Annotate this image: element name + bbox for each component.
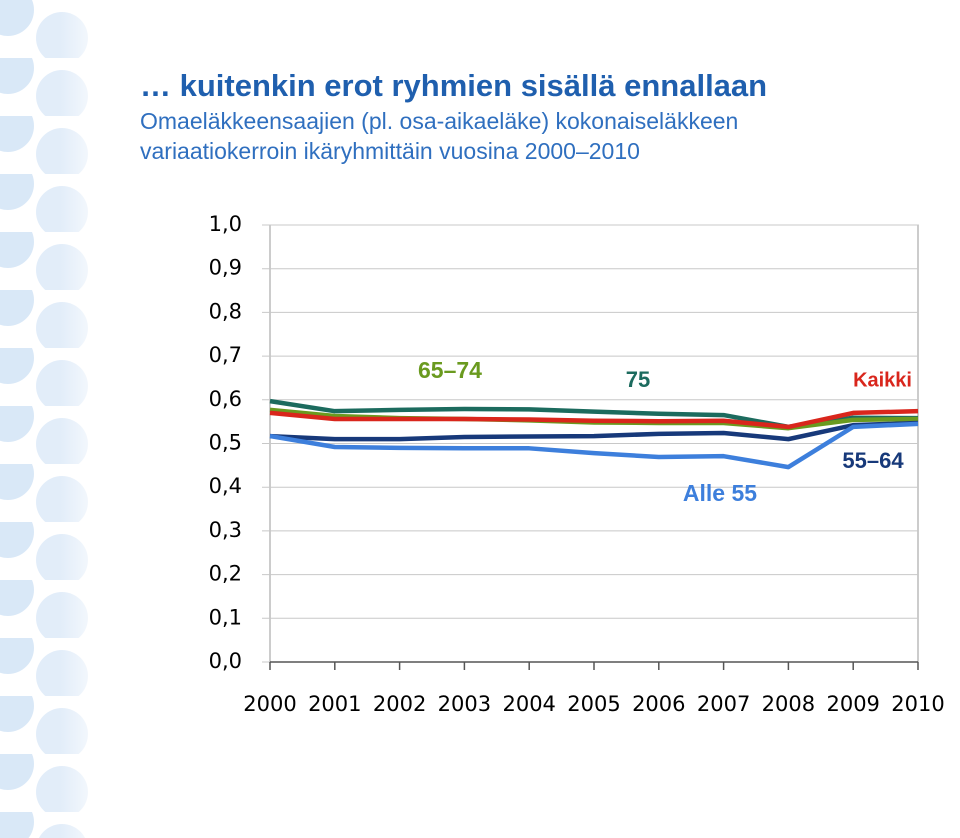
decoration-fade: [60, 0, 110, 838]
y-tick-label: 0,1: [209, 605, 242, 629]
x-tick-label: 2006: [632, 692, 685, 716]
x-tick-label: 2010: [891, 692, 944, 716]
series-line: [269, 421, 919, 470]
y-tick-label: 0,8: [209, 299, 242, 323]
y-tick-label: 0,3: [209, 518, 242, 542]
x-tick-label: 2008: [762, 692, 815, 716]
x-tick-label: 2007: [697, 692, 750, 716]
series-label: Alle 55: [683, 480, 757, 506]
x-tick-label: 2000: [243, 692, 296, 716]
series-label: Kaikki: [853, 369, 912, 391]
y-tick-label: 0,0: [209, 649, 242, 673]
series-line: [269, 408, 919, 430]
subtitle: Omaeläkkeensaajien (pl. osa-aikaeläke) k…: [140, 108, 738, 134]
x-tick-label: 2002: [373, 692, 426, 716]
x-tick-label: 2009: [826, 692, 879, 716]
x-tick-label: 2001: [308, 692, 361, 716]
x-tick-label: 2004: [502, 692, 555, 716]
title: … kuitenkin erot ryhmien sisällä ennalla…: [140, 68, 767, 103]
y-tick-label: 0,5: [209, 431, 242, 455]
y-tick-label: 0,6: [209, 387, 242, 411]
subtitle: variaatiokerroin ikäryhmittäin vuosina 2…: [140, 138, 640, 164]
series-label: 55–64: [842, 448, 904, 473]
y-tick-label: 0,2: [209, 562, 242, 586]
y-tick-label: 0,9: [209, 256, 242, 280]
x-tick-label: 2005: [567, 692, 620, 716]
series-label: 65–74: [418, 357, 482, 383]
y-tick-label: 0,7: [209, 343, 242, 367]
y-tick-label: 1,0: [209, 212, 242, 236]
y-tick-label: 0,4: [209, 474, 242, 498]
series-label: 75: [626, 367, 650, 392]
x-tick-label: 2003: [438, 692, 491, 716]
series-line: [269, 420, 919, 442]
